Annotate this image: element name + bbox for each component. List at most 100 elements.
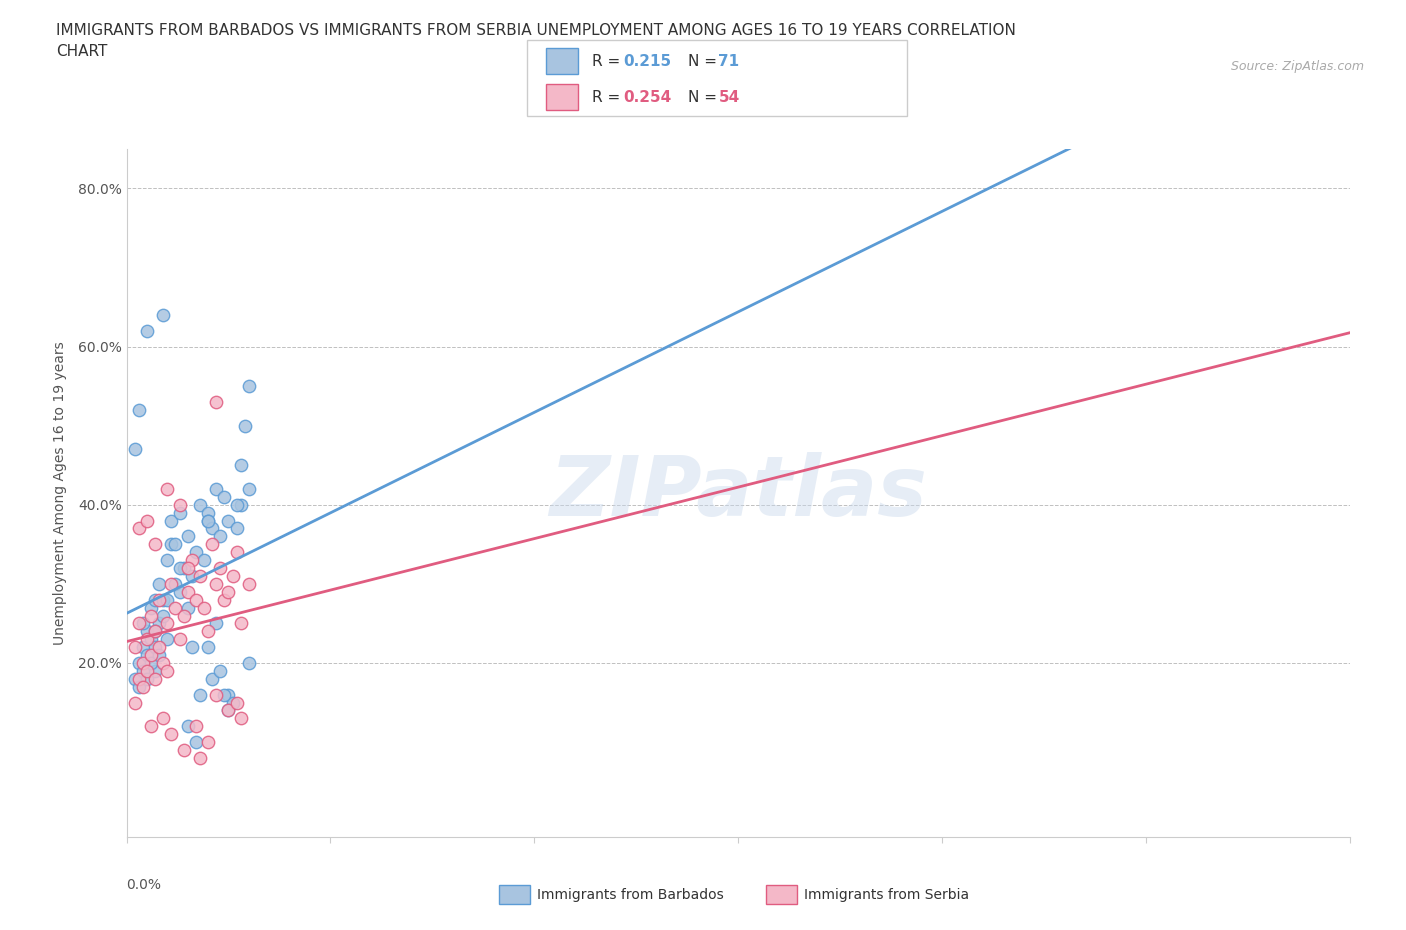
Point <box>229 498 252 512</box>
Point <box>143 537 166 551</box>
Point <box>148 647 170 662</box>
Point <box>205 482 228 497</box>
Point <box>238 656 260 671</box>
Point <box>173 561 195 576</box>
Point <box>214 592 236 607</box>
Point <box>188 687 211 702</box>
Point <box>238 577 260 591</box>
Point <box>197 735 219 750</box>
Point <box>180 552 202 567</box>
Point <box>218 703 240 718</box>
Point <box>218 703 240 718</box>
Point <box>135 324 157 339</box>
Text: R =: R = <box>592 89 626 105</box>
Point <box>156 552 179 567</box>
Text: N =: N = <box>688 89 721 105</box>
Point <box>229 711 252 725</box>
Text: 0.215: 0.215 <box>623 54 671 69</box>
Point <box>205 394 228 409</box>
Point <box>184 735 207 750</box>
Point <box>156 663 179 678</box>
Point <box>209 529 232 544</box>
Text: R =: R = <box>592 54 626 69</box>
Point <box>197 505 219 520</box>
Point <box>139 600 162 615</box>
Point <box>214 687 236 702</box>
Point <box>135 647 157 662</box>
Text: 0.254: 0.254 <box>623 89 671 105</box>
Point <box>225 521 247 536</box>
Point <box>169 631 191 646</box>
Point <box>165 600 187 615</box>
Point <box>128 671 150 686</box>
Point <box>205 577 228 591</box>
Point <box>225 545 247 560</box>
Point <box>177 600 200 615</box>
Point <box>197 513 219 528</box>
Point <box>197 640 219 655</box>
Point <box>173 608 195 623</box>
Point <box>165 537 187 551</box>
Point <box>148 616 170 631</box>
Point <box>169 498 191 512</box>
Point <box>218 584 240 599</box>
Point <box>233 418 256 433</box>
Point <box>132 663 155 678</box>
Point <box>152 608 174 623</box>
Point <box>238 379 260 393</box>
Point <box>124 671 146 686</box>
Point <box>221 568 243 583</box>
Point <box>139 719 162 734</box>
Point <box>201 671 224 686</box>
Point <box>188 751 211 765</box>
Point <box>197 624 219 639</box>
Point <box>143 624 166 639</box>
Point <box>132 656 155 671</box>
Y-axis label: Unemployment Among Ages 16 to 19 years: Unemployment Among Ages 16 to 19 years <box>52 341 66 644</box>
Point <box>143 663 166 678</box>
Point <box>152 711 174 725</box>
Text: Immigrants from Serbia: Immigrants from Serbia <box>804 887 969 902</box>
Point <box>225 498 247 512</box>
Point <box>169 561 191 576</box>
Point <box>139 647 162 662</box>
Point <box>197 513 219 528</box>
Point <box>128 616 150 631</box>
Point <box>143 624 166 639</box>
Point <box>165 577 187 591</box>
Point <box>128 679 150 694</box>
Point <box>184 719 207 734</box>
Point <box>132 616 155 631</box>
Point <box>128 656 150 671</box>
Point <box>139 608 162 623</box>
Point <box>169 584 191 599</box>
Point <box>156 616 179 631</box>
Point <box>214 489 236 504</box>
Point <box>169 505 191 520</box>
Point <box>152 656 174 671</box>
Point <box>193 552 215 567</box>
Point <box>139 631 162 646</box>
Point <box>184 592 207 607</box>
Point <box>238 482 260 497</box>
Point <box>139 656 162 671</box>
Point <box>184 545 207 560</box>
Point <box>209 561 232 576</box>
Point <box>143 592 166 607</box>
Point <box>135 671 157 686</box>
Point <box>180 640 202 655</box>
Text: Source: ZipAtlas.com: Source: ZipAtlas.com <box>1230 60 1364 73</box>
Text: Immigrants from Barbados: Immigrants from Barbados <box>537 887 724 902</box>
Point <box>156 592 179 607</box>
Point <box>143 671 166 686</box>
Point <box>229 458 252 472</box>
Point <box>201 537 224 551</box>
Point <box>148 577 170 591</box>
Point <box>135 631 157 646</box>
Point <box>124 695 146 710</box>
Text: IMMIGRANTS FROM BARBADOS VS IMMIGRANTS FROM SERBIA UNEMPLOYMENT AMONG AGES 16 TO: IMMIGRANTS FROM BARBADOS VS IMMIGRANTS F… <box>56 23 1017 60</box>
Point <box>193 600 215 615</box>
Point <box>188 498 211 512</box>
Point <box>152 592 174 607</box>
Point <box>124 442 146 457</box>
